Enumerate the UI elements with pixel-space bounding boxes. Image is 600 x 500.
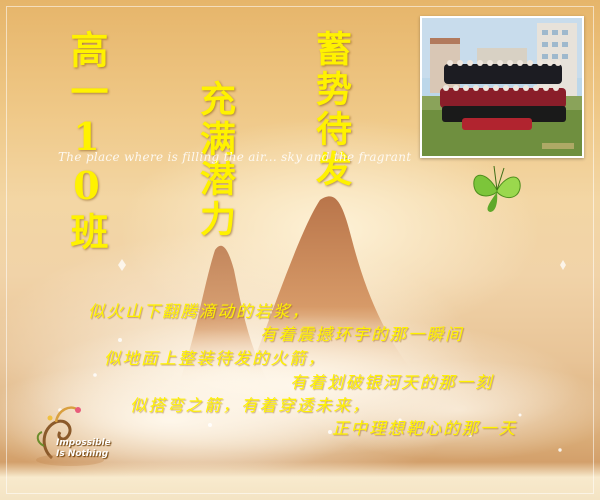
poem-line-1: 似火山下翻腾滴动的岩浆， <box>88 302 310 321</box>
green-butterfly-icon <box>473 165 521 212</box>
english-caption: The place where is filling the air... sk… <box>58 150 412 164</box>
poem-line-5: 似搭弯之箭，有着穿透未来， <box>130 396 371 415</box>
poem-line-3: 似地面上整装待发的火箭， <box>104 349 326 368</box>
slogan-middle: 充满潜力 <box>194 80 236 240</box>
class-photo <box>420 16 584 158</box>
swirl-flower-logo-icon <box>36 406 104 466</box>
logo-line-2: Is Nothing <box>56 449 109 459</box>
mountain-scene <box>0 196 600 480</box>
poem-line-4: 有着划破银河天的那一刻 <box>290 373 494 392</box>
poem-line-2: 有着震撼环宇的那一瞬间 <box>260 325 464 344</box>
poem-line-6: 正中理想靶心的那一天 <box>332 419 517 438</box>
logo-slogan: Impossible Is Nothing <box>56 438 111 460</box>
slogan-right: 蓄势待发 <box>310 30 352 190</box>
logo-line-1: Impossible <box>56 438 111 448</box>
class-name-title: 高一10班 <box>64 30 109 254</box>
